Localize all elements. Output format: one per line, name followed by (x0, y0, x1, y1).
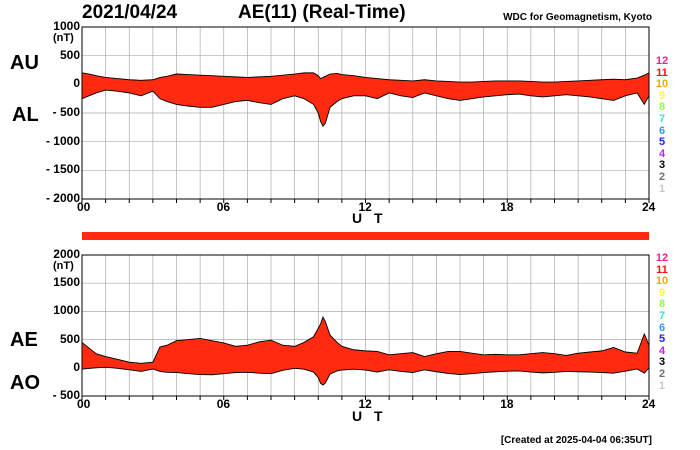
x-tick-label: 18 (500, 397, 514, 411)
series-band (82, 72, 649, 127)
series-line-ao (81, 366, 650, 386)
level-scale-label: 11 (656, 263, 668, 276)
y-tick-label: 0 (73, 76, 80, 91)
chart-title: AE(11) (Real-Time) (238, 2, 406, 23)
x-axis-title-top: U T (352, 210, 387, 226)
level-scale-label: 10 (655, 275, 669, 288)
y-tick-label: - 1000 (45, 133, 80, 148)
level-scale-label: 7 (658, 113, 666, 125)
level-scale-label: 9 (658, 286, 666, 299)
level-scale-label: 8 (658, 101, 666, 114)
level-scale-label: 6 (658, 321, 666, 334)
series-line-ae (81, 315, 650, 364)
level-scale-label: 2 (658, 368, 666, 380)
chart-panel-1 (81, 254, 650, 400)
x-tick-label: 06 (216, 200, 231, 214)
y-tick-label: - 500 (52, 105, 80, 119)
x-axis-title-bottom: U T (352, 408, 387, 424)
chart-panel-0 (81, 26, 650, 203)
date-label: 2021/04/24 (82, 2, 178, 23)
unit-label-bottom: (nT) (53, 260, 74, 272)
level-scale-label: 9 (658, 89, 666, 102)
x-tick-label: 18 (500, 200, 514, 214)
y-tick-label: 500 (59, 47, 80, 62)
level-scale-label: 5 (658, 333, 666, 346)
x-tick-label: 12 (358, 397, 372, 411)
y-tick-label: - 1500 (45, 162, 80, 177)
y-tick-label: 1500 (53, 275, 80, 290)
level-scale-label: 11 (656, 66, 668, 79)
y-tick-label: 2000 (53, 247, 80, 261)
level-scale-label: 2 (658, 171, 666, 183)
level-scale-label: 6 (658, 124, 666, 137)
y-tick-label: 1000 (53, 19, 80, 33)
series-line-al (81, 89, 650, 128)
level-scale-label: 1 (658, 182, 666, 195)
level-scale-label: 1 (658, 379, 666, 392)
created-timestamp: [Created at 2025-04-04 06:35UT] (500, 435, 652, 446)
credit-label: WDC for Geomagnetism, Kyoto (503, 12, 652, 23)
au-label: AU (10, 52, 39, 74)
x-tick-label: 00 (77, 397, 91, 411)
level-scale-label: 4 (658, 147, 666, 160)
y-tick-label: 0 (73, 359, 80, 374)
x-tick-label: 24 (642, 200, 656, 214)
ae-label: AE (10, 329, 38, 351)
y-tick-label: 500 (59, 331, 80, 346)
level-scale-label: 8 (658, 298, 666, 311)
level-scale-label: 7 (658, 310, 666, 322)
series-line-au (81, 72, 650, 83)
level-scale-label: 12 (655, 55, 669, 67)
level-scale-label: 4 (658, 344, 666, 357)
unit-label-top: (nT) (53, 32, 74, 44)
level-scale-label: 3 (658, 159, 666, 172)
ao-label: AO (10, 372, 40, 394)
activity-bar (82, 232, 649, 240)
al-label: AL (12, 104, 39, 126)
x-tick-label: 00 (77, 200, 91, 214)
level-scale-label: 5 (658, 136, 666, 149)
x-tick-label: 12 (358, 200, 372, 214)
y-tick-label: - 2000 (45, 191, 80, 205)
y-tick-label: - 500 (52, 388, 80, 402)
y-tick-label: 1000 (53, 303, 80, 318)
level-scale-label: 3 (658, 356, 666, 369)
level-scale-label: 10 (655, 78, 669, 91)
level-scale-label: 12 (655, 252, 669, 264)
x-tick-label: 24 (642, 397, 656, 411)
x-tick-label: 06 (216, 397, 231, 411)
